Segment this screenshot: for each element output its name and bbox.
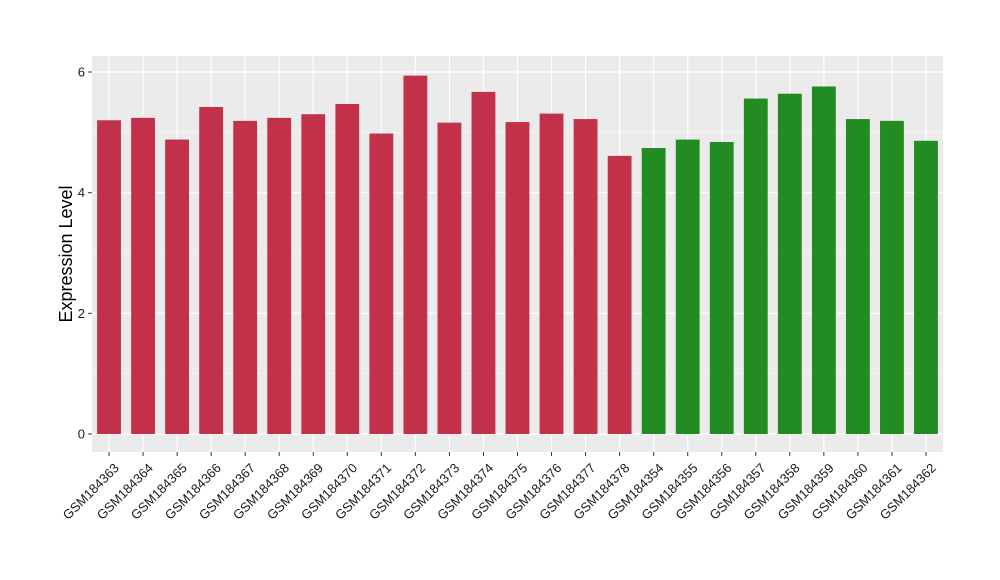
bar-GSM184354 — [641, 148, 666, 434]
y-tick-label: 2 — [78, 306, 85, 321]
bar-GSM184363 — [97, 120, 121, 435]
bar-GSM184368 — [267, 117, 292, 434]
bar-GSM184374 — [471, 91, 496, 434]
bar-GSM184373 — [437, 122, 462, 435]
bar-GSM184356 — [709, 141, 734, 434]
bar-GSM184366 — [199, 106, 224, 434]
bar-GSM184360 — [845, 119, 870, 434]
bar-GSM184358 — [777, 93, 802, 434]
bar-GSM184377 — [573, 119, 598, 434]
bar-GSM184371 — [369, 133, 394, 435]
bar-GSM184362 — [914, 140, 938, 434]
y-tick-label: 6 — [78, 65, 85, 80]
bars — [97, 75, 938, 435]
bar-GSM184372 — [403, 75, 428, 435]
bar-GSM184370 — [335, 103, 360, 434]
x-axis: GSM184363GSM184364GSM184365GSM184366GSM1… — [60, 452, 939, 523]
bar-GSM184364 — [131, 117, 155, 434]
bar-GSM184375 — [505, 122, 530, 435]
bar-GSM184355 — [675, 139, 700, 434]
y-axis-title: Expression Level — [56, 185, 76, 322]
y-axis: 0 2 4 6 — [78, 65, 92, 442]
bar-GSM184378 — [607, 155, 632, 434]
y-tick-label: 4 — [78, 185, 85, 200]
bar-GSM184361 — [880, 120, 904, 435]
bar-GSM184376 — [539, 113, 564, 434]
bar-GSM184359 — [811, 86, 836, 434]
bar-GSM184369 — [301, 114, 326, 434]
bar-GSM184357 — [743, 98, 768, 435]
y-tick-label: 0 — [78, 427, 85, 442]
bar-GSM184367 — [233, 120, 258, 435]
bar-GSM184365 — [165, 139, 190, 434]
